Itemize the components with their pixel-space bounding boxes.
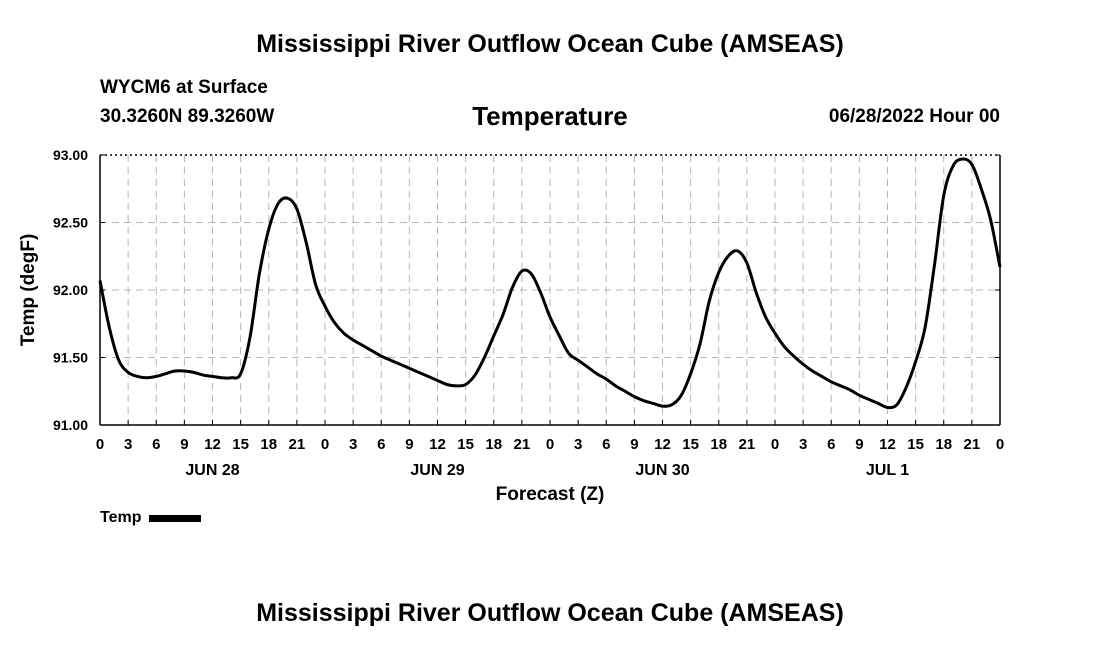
x-tick-label: 9 xyxy=(855,436,863,453)
page-title: Mississippi River Outflow Ocean Cube (AM… xyxy=(256,30,844,58)
x-tick-label: 9 xyxy=(630,436,638,453)
x-tick-label: 18 xyxy=(260,436,277,453)
x-axis-label: Forecast (Z) xyxy=(496,484,605,505)
legend: Temp xyxy=(100,509,202,527)
x-tick-label: 15 xyxy=(232,436,249,453)
x-tick-label: 21 xyxy=(964,436,981,453)
y-tick-label: 91.00 xyxy=(53,417,88,433)
x-tick-label: 18 xyxy=(935,436,952,453)
x-tick-label: 3 xyxy=(799,436,807,453)
legend-label: Temp xyxy=(100,509,142,526)
x-tick-label: 12 xyxy=(429,436,446,453)
footer-title: Mississippi River Outflow Ocean Cube (AM… xyxy=(256,599,844,627)
y-tick-label: 93.00 xyxy=(53,147,88,163)
legend-line-swatch xyxy=(149,514,202,522)
x-tick-label: 6 xyxy=(827,436,835,453)
x-tick-label: 3 xyxy=(574,436,582,453)
x-tick-label: 12 xyxy=(204,436,221,453)
x-tick-label: 12 xyxy=(879,436,896,453)
x-tick-label: 18 xyxy=(485,436,502,453)
x-tick-label: 15 xyxy=(682,436,699,453)
x-tick-label: 21 xyxy=(289,436,306,453)
day-label: JUN 29 xyxy=(410,462,464,479)
x-tick-label: 6 xyxy=(377,436,385,453)
x-tick-label: 12 xyxy=(654,436,671,453)
day-label: JUN 28 xyxy=(185,462,239,479)
x-tick-label: 3 xyxy=(124,436,132,453)
x-tick-label: 21 xyxy=(514,436,531,453)
x-tick-label: 9 xyxy=(405,436,413,453)
y-tick-label: 92.50 xyxy=(53,215,88,231)
forecast-datetime: 06/28/2022 Hour 00 xyxy=(828,106,1000,127)
x-tick-label: 0 xyxy=(996,436,1004,453)
x-tick-label: 6 xyxy=(602,436,610,453)
x-tick-label: 18 xyxy=(710,436,727,453)
y-tick-label: 91.50 xyxy=(53,350,88,366)
day-label: JUN 30 xyxy=(635,462,689,479)
x-tick-label: 9 xyxy=(180,436,188,453)
day-label: JUL 1 xyxy=(866,462,909,479)
x-tick-label: 0 xyxy=(321,436,329,453)
y-axis-label: Temp (degF) xyxy=(18,234,39,347)
x-tick-label: 0 xyxy=(771,436,779,453)
x-tick-label: 15 xyxy=(457,436,474,453)
x-tick-label: 15 xyxy=(907,436,924,453)
x-tick-label: 6 xyxy=(152,436,160,453)
temp-series-line xyxy=(98,157,1002,410)
chart-title: Temperature xyxy=(472,101,628,131)
coordinates-label: 30.3260N 89.3260W xyxy=(100,106,275,127)
x-tick-label: 0 xyxy=(546,436,554,453)
station-label: WYCM6 at Surface xyxy=(100,77,268,98)
y-tick-label: 92.00 xyxy=(53,282,88,298)
x-tick-label: 0 xyxy=(96,436,104,453)
x-tick-label: 21 xyxy=(739,436,756,453)
x-tick-label: 3 xyxy=(349,436,357,453)
